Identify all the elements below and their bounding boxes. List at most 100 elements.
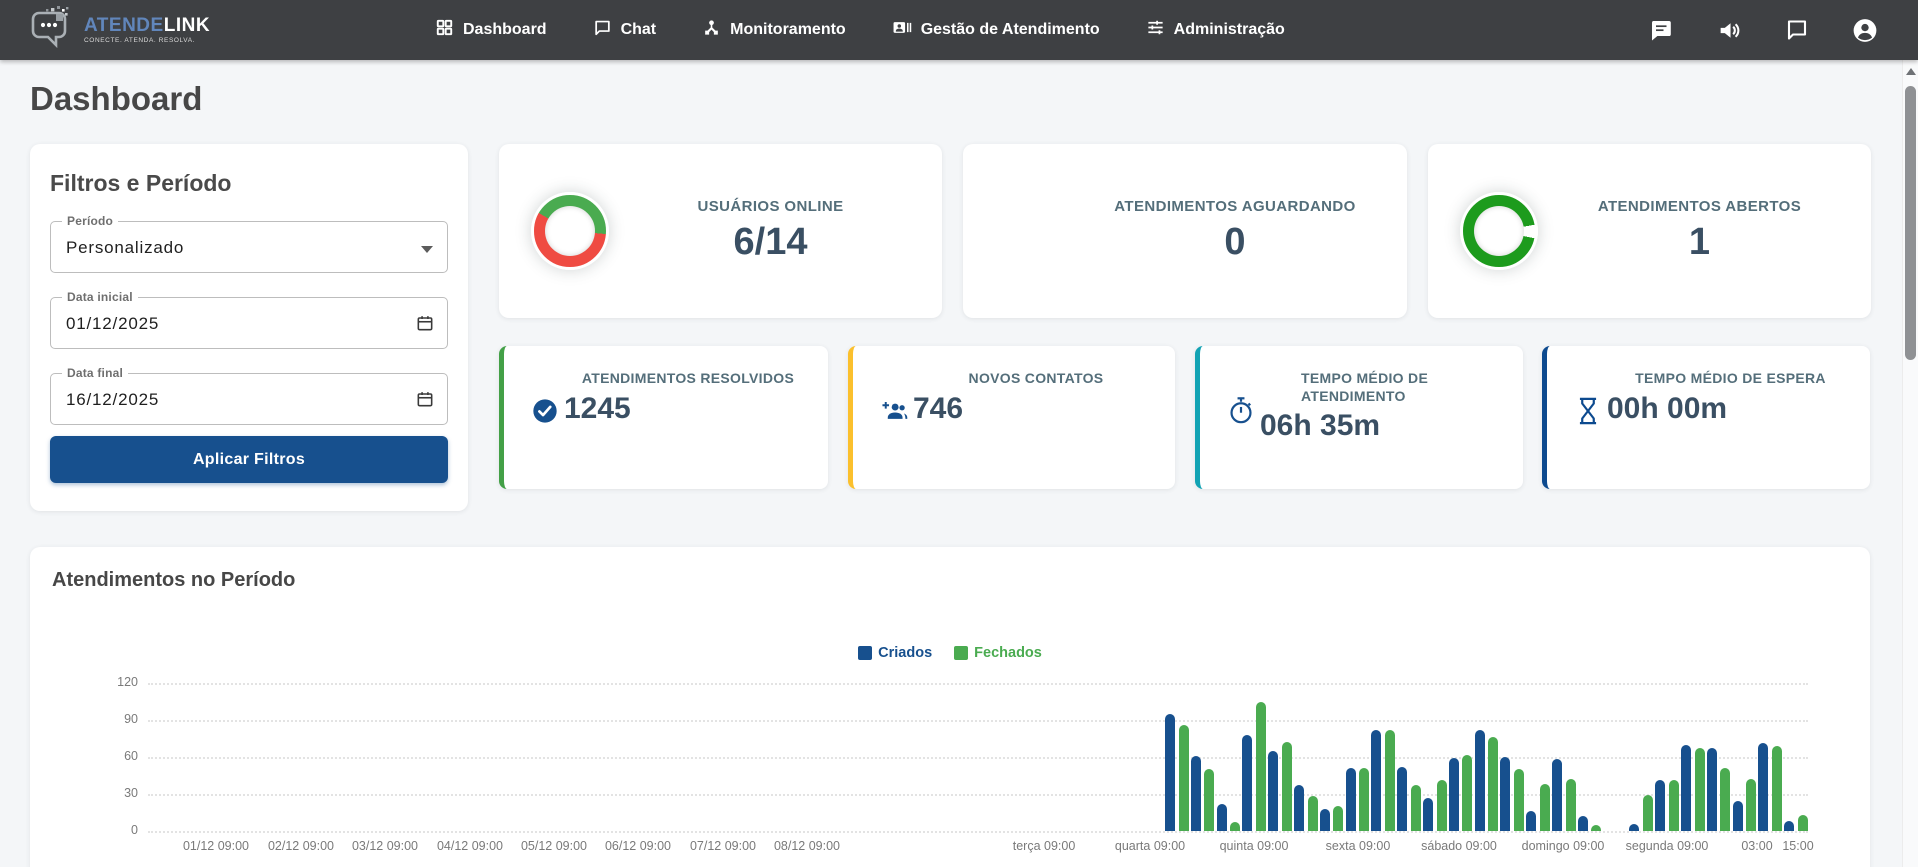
menu-item-administracao[interactable]: Administração <box>1146 18 1285 42</box>
end-date-field[interactable]: Data final 16/12/2025 <box>50 366 448 425</box>
bar-criados <box>1345 768 1356 831</box>
y-axis-label: 30 <box>124 786 138 800</box>
account-icon[interactable] <box>1852 17 1878 43</box>
bar-criados <box>1681 744 1691 831</box>
stat-label: ATENDIMENTOS ABERTOS <box>1597 198 1802 215</box>
bar-criados <box>1319 808 1330 831</box>
bar-criados <box>1190 755 1201 831</box>
bar-fechados <box>1565 779 1576 831</box>
menu-item-chat[interactable]: Chat <box>593 18 656 42</box>
bar-criados <box>1500 757 1511 831</box>
volume-icon[interactable] <box>1716 17 1742 43</box>
stat-value: 0 <box>1224 221 1246 263</box>
main-menu: Dashboard Chat Monitoramento <box>435 0 1285 60</box>
x-axis-label: sexta 09:00 <box>1325 839 1391 853</box>
bar-fechados <box>1307 796 1318 831</box>
bar-criados <box>1758 743 1769 831</box>
navbar-actions <box>1648 0 1878 60</box>
period-select[interactable]: Período Personalizado <box>50 214 448 273</box>
x-axis-label: domingo 09:00 <box>1521 839 1605 853</box>
metric-label: TEMPO MÉDIO DE ATENDIMENTO <box>1301 370 1429 404</box>
bar-fechados <box>1384 729 1395 831</box>
card-atendimentos-abertos: ATENDIMENTOS ABERTOS 1 <box>1428 144 1871 318</box>
bar-criados <box>1242 734 1253 831</box>
metric-value: 00h 00m <box>1607 391 1728 425</box>
bar-fechados <box>1204 769 1215 831</box>
x-axis-label: quarta 09:00 <box>1114 839 1186 853</box>
scrollbar-up-arrow[interactable] <box>1906 68 1916 75</box>
period-select-label: Período <box>62 214 119 228</box>
x-axis-label: sábado 09:00 <box>1421 839 1497 853</box>
metric-label: NOVOS CONTATOS <box>968 370 1104 386</box>
menu-label: Administração <box>1173 21 1285 38</box>
top-navbar: ATENDELINK CONECTE. ATENDA. RESOLVA. Das… <box>0 0 1918 60</box>
gridline <box>148 831 1808 833</box>
dashboard-grid-icon <box>435 18 454 42</box>
menu-item-gestao-atendimento[interactable]: Gestão de Atendimento <box>892 18 1100 42</box>
bar-criados <box>1165 713 1175 831</box>
scrollbar[interactable] <box>1902 60 1918 867</box>
x-axis-label: terça 09:00 <box>1012 839 1076 853</box>
chat-outline-icon[interactable] <box>1784 17 1810 43</box>
stopwatch-icon <box>1224 394 1258 428</box>
online-users-donut <box>531 192 609 270</box>
menu-item-dashboard[interactable]: Dashboard <box>435 18 547 42</box>
bar-criados <box>1397 766 1408 831</box>
scrollbar-thumb[interactable] <box>1905 86 1916 360</box>
menu-label: Dashboard <box>463 21 547 38</box>
gridline <box>148 720 1808 722</box>
calendar-icon[interactable] <box>415 313 435 338</box>
chevron-down-icon[interactable] <box>421 246 433 253</box>
y-axis-label: 120 <box>117 675 138 689</box>
bar-fechados <box>1746 779 1757 831</box>
brand-name-atende: ATENDE <box>84 14 164 36</box>
bar-fechados <box>1771 745 1782 831</box>
bar-fechados <box>1230 822 1241 831</box>
bar-fechados <box>1668 780 1679 831</box>
bar-fechados <box>1255 701 1266 831</box>
bar-fechados <box>1539 784 1550 831</box>
chart-plot-area: 0 30 60 90 120 01/12 09:00 02/12 09:00 03/12 09… <box>30 547 1870 867</box>
menu-item-monitoramento[interactable]: Monitoramento <box>702 18 846 42</box>
bar-fechados <box>1333 806 1344 831</box>
chart-panel-atendimentos: Atendimentos no Período Criados Fechados … <box>30 547 1870 867</box>
bar-criados <box>1448 758 1459 831</box>
x-axis-label: 05/12 09:00 <box>520 839 588 853</box>
stat-label: ATENDIMENTOS AGUARDANDO <box>1114 198 1356 215</box>
bar-criados <box>1216 803 1227 831</box>
legend-item-criados[interactable]: Criados <box>858 645 932 661</box>
stat-value: 1 <box>1688 221 1711 263</box>
message-notes-icon[interactable] <box>1648 17 1674 43</box>
gridline <box>148 757 1808 759</box>
card-novos-contatos: NOVOS CONTATOS 746 <box>848 346 1175 489</box>
apply-filters-button[interactable]: Aplicar Filtros <box>50 436 448 483</box>
legend-item-fechados[interactable]: Fechados <box>954 645 1042 661</box>
legend-label: Fechados <box>974 645 1042 661</box>
bar-fechados <box>1359 768 1370 831</box>
stat-label: USUÁRIOS ONLINE <box>697 198 844 215</box>
brand-logo[interactable]: ATENDELINK CONECTE. ATENDA. RESOLVA. <box>26 5 210 56</box>
metric-label: TEMPO MÉDIO DE ESPERA <box>1635 370 1826 386</box>
check-circle-icon <box>528 394 562 428</box>
bar-criados <box>1732 801 1743 831</box>
bar-criados <box>1706 748 1717 831</box>
open-tickets-donut <box>1460 192 1538 270</box>
chat-bubble-icon <box>593 18 612 42</box>
x-axis-label: segunda 09:00 <box>1625 839 1709 853</box>
metric-value: 1245 <box>564 391 631 425</box>
calendar-icon[interactable] <box>415 389 435 414</box>
start-date-field[interactable]: Data inicial 01/12/2025 <box>50 290 448 349</box>
card-tempo-medio-atendimento: TEMPO MÉDIO DE ATENDIMENTO 06h 35m <box>1195 346 1523 489</box>
bar-fechados <box>1720 768 1731 831</box>
card-usuarios-online: USUÁRIOS ONLINE 6/14 <box>499 144 942 318</box>
logo-speech-bubble-icon <box>26 5 76 56</box>
x-axis-label: 04/12 09:00 <box>436 839 504 853</box>
bar-criados <box>1268 750 1279 831</box>
device-hub-icon <box>702 18 721 42</box>
y-axis-label: 90 <box>124 712 138 726</box>
card-atendimentos-resolvidos: ATENDIMENTOS RESOLVIDOS 1245 <box>499 346 828 489</box>
bar-fechados <box>1694 748 1705 831</box>
filters-panel: Filtros e Período Período Personalizado … <box>30 144 468 511</box>
stat-value: 6/14 <box>733 221 808 263</box>
x-axis-label: 06/12 09:00 <box>604 839 672 853</box>
